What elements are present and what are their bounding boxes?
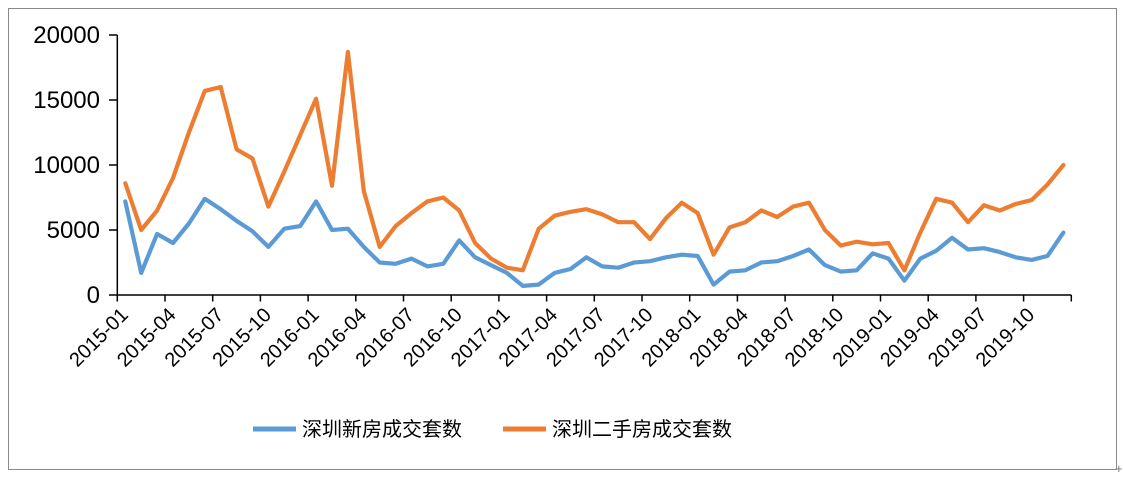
chart-border <box>8 8 1117 470</box>
series-line-secondhand-homes <box>123 49 1066 273</box>
plot-area <box>123 49 1066 288</box>
legend-label-new-homes: 深圳新房成交套数 <box>302 418 462 441</box>
y-axis-label: 0 <box>87 282 100 309</box>
legend-label-secondhand: 深圳二手房成交套数 <box>552 418 732 441</box>
corner-artifact: + <box>1115 461 1123 476</box>
y-axis-label: 15000 <box>33 87 100 114</box>
y-axis-label: 10000 <box>33 152 100 179</box>
legend: 深圳新房成交套数 深圳二手房成交套数 <box>253 418 732 441</box>
y-axis-label: 5000 <box>47 217 100 244</box>
series-line-new-homes <box>123 196 1066 288</box>
y-axis: 0 5000 10000 15000 20000 <box>33 22 118 309</box>
y-axis-label: 20000 <box>33 22 100 49</box>
